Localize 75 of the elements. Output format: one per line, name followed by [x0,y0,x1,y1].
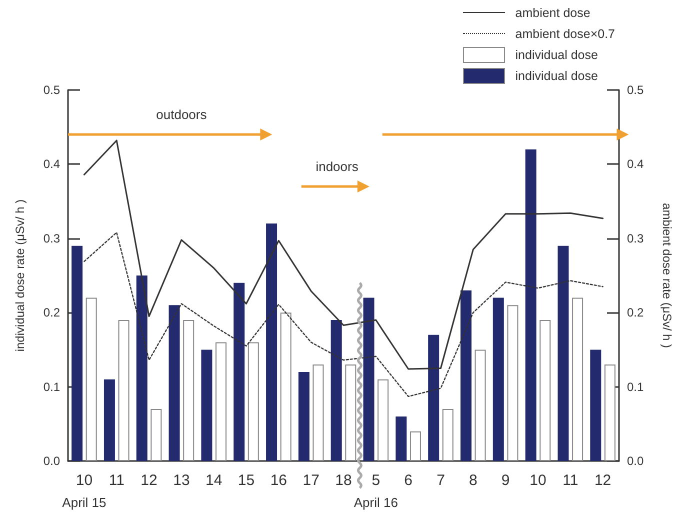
x-tick-label: 18 [335,472,352,489]
x-tick-label: 11 [108,472,124,489]
y2-tick-label: 0.1 [627,380,644,394]
bar [590,350,602,461]
x-tick-label: 10 [530,472,546,489]
bar [183,320,194,461]
bar [72,246,83,461]
bar [330,320,342,461]
legend-label: individual dose [515,68,598,82]
legend-label: ambient dose×0.7 [515,26,615,40]
bar [492,298,504,461]
bar [136,276,148,461]
x-tick-label: 8 [468,472,478,489]
bar [378,379,389,461]
y2-tick-label: 0.2 [627,306,644,320]
legend-label: ambient dose [515,6,590,20]
y-tick-label: 0.5 [43,83,60,97]
bar [442,409,454,461]
x-tick-label: 16 [270,472,288,489]
y-tick-label: 0.3 [43,231,60,246]
y2-tick-label: 0.4 [627,157,644,172]
bar [396,416,407,461]
line-series [83,140,604,370]
bar [525,149,536,461]
bar [312,364,324,461]
x-tick-label: 15 [238,472,255,489]
annotation: indoors [316,158,358,174]
bar [345,364,356,461]
bar [363,298,374,461]
bar [234,282,245,461]
bar [118,320,130,461]
x-tick-label: 12 [140,472,158,489]
bar [150,409,162,461]
bar [266,224,278,461]
y-axis-title: individual dose rate (μSv/ h ) [13,199,27,352]
bar [572,298,584,461]
x-tick-label: 11 [562,472,578,489]
y-tick-label: 0.2 [43,306,60,320]
y-tick-label: 0.0 [43,454,60,468]
bar [558,246,569,461]
bar [507,305,518,461]
bar [248,342,259,461]
y2-tick-label: 0.3 [627,231,644,246]
bar [474,350,486,461]
line-series [84,232,604,398]
bar [410,431,421,461]
y2-tick-label: 0.5 [627,83,644,97]
bar [86,298,97,461]
x-tick-label: 9 [501,472,510,489]
annotation: outdoors [156,106,207,122]
x-tick-label: 7 [436,472,445,489]
x-tick-label: 10 [76,472,93,489]
x-tick-label: 12 [594,472,612,489]
bar [168,305,180,461]
legend-label: individual dose [515,48,598,62]
y-tick-label: 0.1 [43,380,60,394]
bar [298,372,310,461]
y-tick-label: 0.4 [43,157,60,172]
bar [604,364,616,461]
bar [540,320,551,461]
x-tick-label: 17 [302,472,320,489]
bar [216,342,227,461]
bar [201,350,212,461]
bar [428,334,440,461]
x-tick-label: 13 [173,472,190,489]
bar [460,290,472,461]
bar [104,379,115,461]
y2-tick-label: 0.0 [627,454,644,468]
y2-axis-title: ambient dose rate (μSv/ h ) [660,203,674,348]
text: April 15 [62,495,106,510]
bar [280,312,292,461]
x-tick-label: 5 [372,472,380,489]
x-tick-label: 14 [206,472,222,489]
text: April 16 [354,495,398,510]
x-tick-label: 6 [404,472,412,489]
